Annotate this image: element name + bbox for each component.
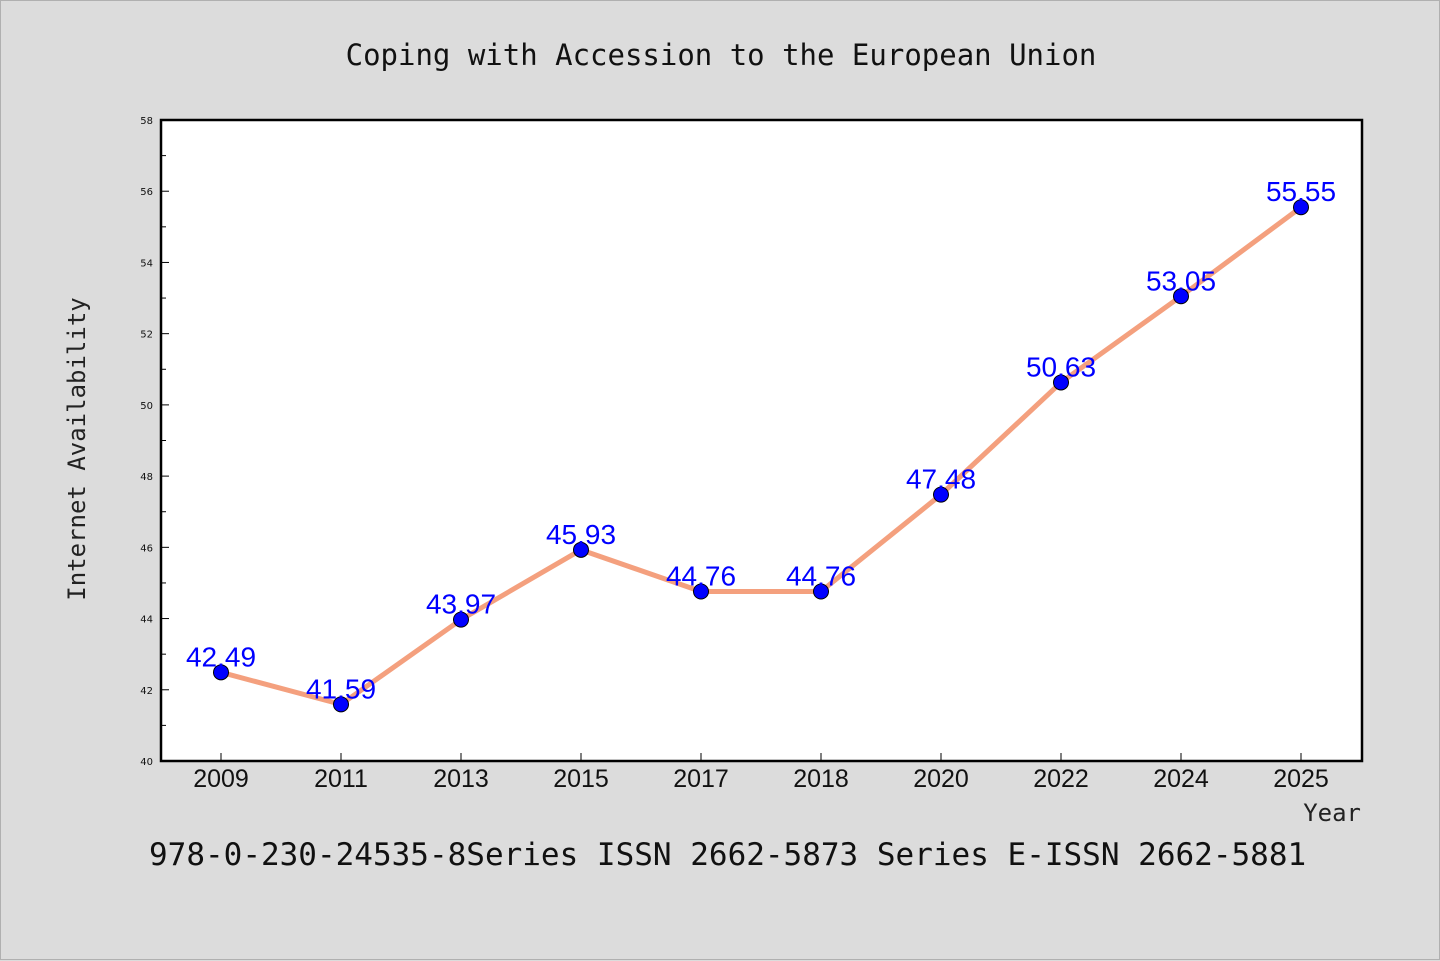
data-point-marker [573,541,589,558]
chart-title: Coping with Accession to the European Un… [346,38,1097,72]
data-label: 47.48 [906,464,976,495]
data-point-marker [1173,288,1189,305]
data-point-marker [1053,374,1069,391]
data-label: 41.59 [306,673,376,704]
y-axis-label: Internet Availability [63,297,91,600]
plot-area [159,118,1364,763]
data-point-marker [333,696,349,713]
x-tick-label: 2009 [193,765,249,793]
data-point-marker [813,583,829,600]
y-tick-label: 58 [140,116,153,127]
data-label: 53.05 [1146,265,1216,296]
data-label: 42.49 [186,641,256,672]
y-tick-label: 56 [140,187,153,198]
x-tick-label: 2020 [913,765,969,793]
data-point-marker [933,486,949,503]
x-axis: 2009 2011 2013 2015 2017 2018 2020 2022 2024 2025 [193,753,1329,793]
data-point-marker [1293,199,1309,216]
data-point-marker [693,583,709,600]
y-axis: 40 42 44 46 48 50 52 54 56 58 [140,116,169,768]
x-tick-label: 2025 [1273,765,1329,793]
y-tick-label: 52 [140,330,153,341]
y-tick-label: 44 [140,615,153,626]
y-tick-label: 46 [140,543,153,554]
data-markers [213,199,1309,713]
x-tick-label: 2018 [793,765,849,793]
data-labels: 42.49 41.59 43.97 45.93 44.76 44.76 47.48 50.63… [186,176,1336,704]
data-label: 55.55 [1266,176,1336,207]
x-tick-label: 2011 [314,765,368,793]
y-tick-label: 48 [140,472,153,483]
data-label: 44.76 [786,560,856,591]
y-tick-label: 54 [140,258,153,269]
y-tick-label: 40 [140,757,153,768]
data-label: 45.93 [546,519,616,550]
data-label: 44.76 [666,560,736,591]
x-tick-label: 2015 [553,765,609,793]
x-tick-label: 2024 [1153,765,1209,793]
data-point-marker [213,664,229,681]
isbn-issn-footer: 978-0-230-24535-8Series ISSN 2662-5873 S… [149,837,1306,873]
data-label: 50.63 [1026,351,1096,382]
x-tick-label: 2013 [433,765,489,793]
data-label: 43.97 [426,589,496,620]
x-tick-label: 2022 [1033,765,1089,793]
x-tick-label: 2017 [673,765,729,793]
x-axis-label: Year [1303,799,1361,827]
y-tick-label: 50 [140,401,153,412]
data-point-marker [453,611,469,628]
series-line [220,205,1303,707]
y-tick-label: 42 [140,686,153,697]
